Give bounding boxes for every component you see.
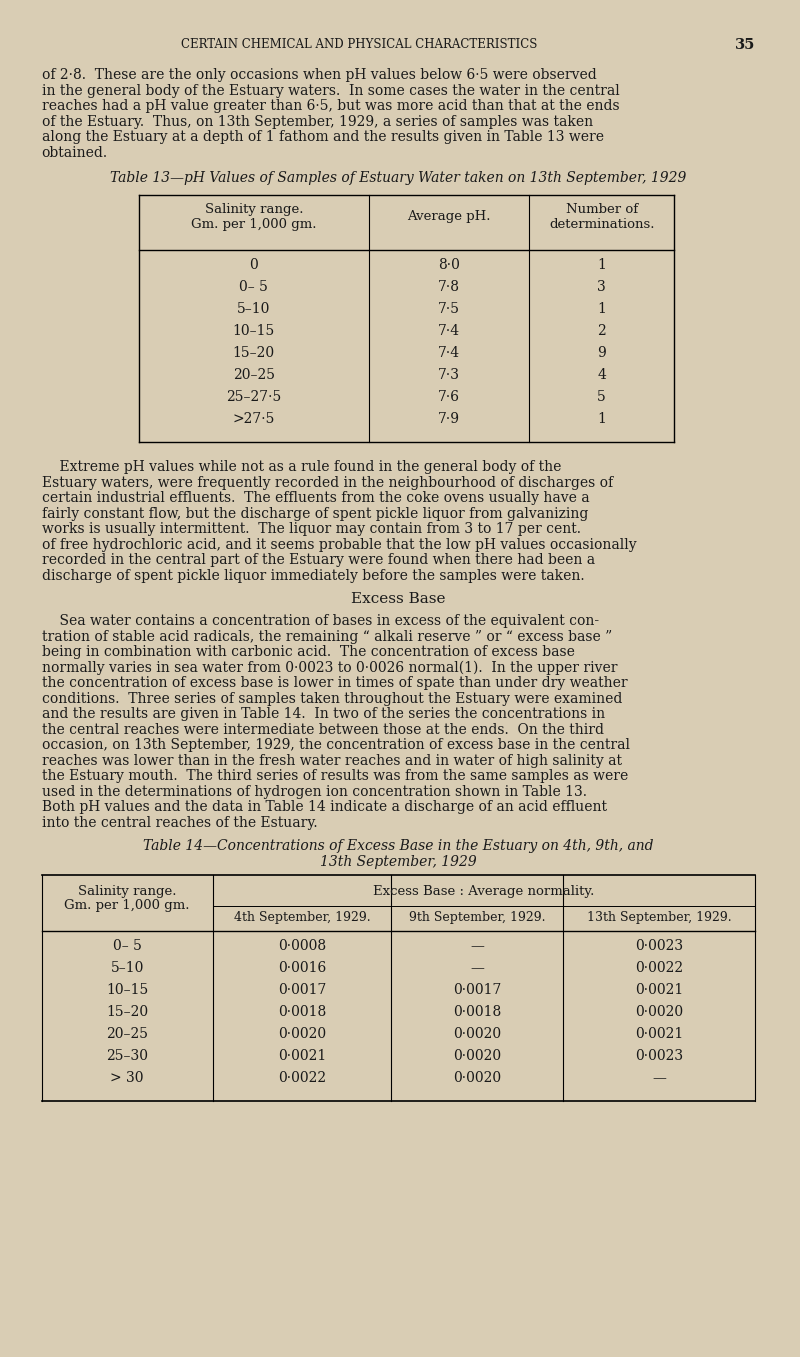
Text: Excess Base: Excess Base [351,592,446,607]
Text: 0·0021: 0·0021 [634,982,683,997]
Text: 10–15: 10–15 [233,324,275,338]
Text: 7·5: 7·5 [438,303,460,316]
Text: —: — [470,961,484,974]
Text: recorded in the central part of the Estuary were found when there had been a: recorded in the central part of the Estu… [42,554,594,567]
Text: the concentration of excess base is lower in times of spate than under dry weath: the concentration of excess base is lowe… [42,676,627,689]
Text: 0: 0 [250,258,258,271]
Text: being in combination with carbonic acid.  The concentration of excess base: being in combination with carbonic acid.… [42,645,574,660]
Text: 0·0022: 0·0022 [634,961,683,974]
Text: 25–27·5: 25–27·5 [226,389,282,404]
Text: 25–30: 25–30 [106,1049,148,1063]
Text: 15–20: 15–20 [106,1006,148,1019]
Text: discharge of spent pickle liquor immediately before the samples were taken.: discharge of spent pickle liquor immedia… [42,569,584,582]
Text: obtained.: obtained. [42,145,108,160]
Text: 20–25: 20–25 [106,1027,148,1041]
Text: Estuary waters, were frequently recorded in the neighbourhood of discharges of: Estuary waters, were frequently recorded… [42,475,613,490]
Text: and the results are given in Table 14.  In two of the series the concentrations : and the results are given in Table 14. I… [42,707,605,721]
Text: Table 14—Concentrations of Excess Base in the Estuary on 4th, 9th, and: Table 14—Concentrations of Excess Base i… [143,839,654,854]
Text: 0– 5: 0– 5 [239,280,268,294]
Text: 0·0008: 0·0008 [278,939,326,953]
Text: 9: 9 [598,346,606,360]
Text: —: — [652,1071,666,1086]
Text: Both pH values and the data in Table 14 indicate a discharge of an acid effluent: Both pH values and the data in Table 14 … [42,801,606,814]
Text: 0·0023: 0·0023 [634,939,683,953]
Text: reaches had a pH value greater than 6·5, but was more acid than that at the ends: reaches had a pH value greater than 6·5,… [42,99,619,113]
Text: used in the determinations of hydrogen ion concentration shown in Table 13.: used in the determinations of hydrogen i… [42,784,586,798]
Text: Average pH.: Average pH. [407,210,491,223]
Text: 2: 2 [598,324,606,338]
Text: 0·0016: 0·0016 [278,961,326,974]
Text: occasion, on 13th September, 1929, the concentration of excess base in the centr: occasion, on 13th September, 1929, the c… [42,738,630,752]
Text: into the central reaches of the Estuary.: into the central reaches of the Estuary. [42,816,318,829]
Text: 9th September, 1929.: 9th September, 1929. [409,911,545,924]
Text: 3: 3 [598,280,606,294]
Text: 8·0: 8·0 [438,258,460,271]
Text: 1: 1 [598,413,606,426]
Text: 7·8: 7·8 [438,280,460,294]
Text: tration of stable acid radicals, the remaining “ alkali reserve ” or “ excess ba: tration of stable acid radicals, the rem… [42,630,612,643]
Text: 10–15: 10–15 [106,982,148,997]
Text: 0– 5: 0– 5 [113,939,142,953]
Text: the central reaches were intermediate between those at the ends.  On the third: the central reaches were intermediate be… [42,722,604,737]
Text: 7·9: 7·9 [438,413,460,426]
Text: 0·0018: 0·0018 [453,1006,501,1019]
Text: 5: 5 [598,389,606,404]
Text: 7·4: 7·4 [438,346,460,360]
Text: Number of: Number of [566,204,638,216]
Text: 1: 1 [598,303,606,316]
Text: 20–25: 20–25 [233,368,275,383]
Text: 0·0020: 0·0020 [453,1049,501,1063]
Text: 7·3: 7·3 [438,368,460,383]
Text: the Estuary mouth.  The third series of results was from the same samples as wer: the Estuary mouth. The third series of r… [42,769,628,783]
Text: 7·4: 7·4 [438,324,460,338]
Text: Gm. per 1,000 gm.: Gm. per 1,000 gm. [191,218,317,231]
Text: 13th September, 1929: 13th September, 1929 [320,855,477,868]
Text: 0·0020: 0·0020 [634,1006,683,1019]
Text: determinations.: determinations. [549,218,654,231]
Text: Extreme pH values while not as a rule found in the general body of the: Extreme pH values while not as a rule fo… [42,460,561,474]
Text: 0·0020: 0·0020 [453,1027,501,1041]
Text: 0·0023: 0·0023 [634,1049,683,1063]
Text: 0·0021: 0·0021 [634,1027,683,1041]
Text: > 30: > 30 [110,1071,144,1086]
Text: 0·0017: 0·0017 [453,982,501,997]
Text: 0·0022: 0·0022 [278,1071,326,1086]
Text: 35: 35 [734,38,755,52]
Text: normally varies in sea water from 0·0023 to 0·0026 normal(1).  In the upper rive: normally varies in sea water from 0·0023… [42,661,617,674]
Text: 0·0021: 0·0021 [278,1049,326,1063]
Text: Gm. per 1,000 gm.: Gm. per 1,000 gm. [65,898,190,912]
Text: Table 13—pH Values of Samples of Estuary Water taken on 13th September, 1929: Table 13—pH Values of Samples of Estuary… [110,171,686,185]
Text: Sea water contains a concentration of bases in excess of the equivalent con-: Sea water contains a concentration of ba… [42,613,598,628]
Text: CERTAIN CHEMICAL AND PHYSICAL CHARACTERISTICS: CERTAIN CHEMICAL AND PHYSICAL CHARACTERI… [181,38,537,52]
Text: 0·0020: 0·0020 [278,1027,326,1041]
Text: fairly constant flow, but the discharge of spent pickle liquor from galvanizing: fairly constant flow, but the discharge … [42,506,588,521]
Text: 1: 1 [598,258,606,271]
Text: >27·5: >27·5 [233,413,275,426]
Text: —: — [470,939,484,953]
Text: in the general body of the Estuary waters.  In some cases the water in the centr: in the general body of the Estuary water… [42,84,619,98]
Text: reaches was lower than in the fresh water reaches and in water of high salinity : reaches was lower than in the fresh wate… [42,753,622,768]
Text: of 2·8.  These are the only occasions when pH values below 6·5 were observed: of 2·8. These are the only occasions whe… [42,68,596,81]
Text: 5–10: 5–10 [237,303,270,316]
Text: Excess Base : Average normality.: Excess Base : Average normality. [374,885,594,898]
Text: 15–20: 15–20 [233,346,275,360]
Text: Salinity range.: Salinity range. [78,885,177,898]
Text: 4: 4 [598,368,606,383]
Text: certain industrial effluents.  The effluents from the coke ovens usually have a: certain industrial effluents. The efflue… [42,491,590,505]
Text: works is usually intermittent.  The liquor may contain from 3 to 17 per cent.: works is usually intermittent. The liquo… [42,522,581,536]
Text: conditions.  Three series of samples taken throughout the Estuary were examined: conditions. Three series of samples take… [42,692,622,706]
Text: 5–10: 5–10 [110,961,144,974]
Text: 4th September, 1929.: 4th September, 1929. [234,911,370,924]
Text: 13th September, 1929.: 13th September, 1929. [586,911,731,924]
Text: 0·0020: 0·0020 [453,1071,501,1086]
Text: of the Estuary.  Thus, on 13th September, 1929, a series of samples was taken: of the Estuary. Thus, on 13th September,… [42,114,593,129]
Text: 0·0018: 0·0018 [278,1006,326,1019]
Text: Salinity range.: Salinity range. [205,204,303,216]
Text: of free hydrochloric acid, and it seems probable that the low pH values occasion: of free hydrochloric acid, and it seems … [42,537,636,551]
Text: 7·6: 7·6 [438,389,460,404]
Text: along the Estuary at a depth of 1 fathom and the results given in Table 13 were: along the Estuary at a depth of 1 fathom… [42,130,604,144]
Text: 0·0017: 0·0017 [278,982,326,997]
